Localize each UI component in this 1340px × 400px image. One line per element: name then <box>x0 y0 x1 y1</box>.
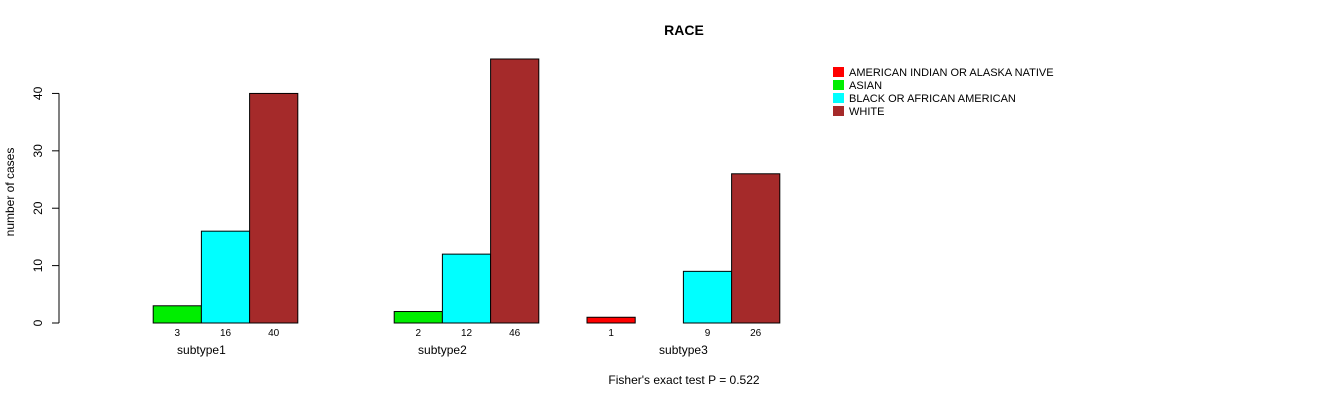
bar <box>682 270 733 324</box>
legend-swatch <box>833 67 844 77</box>
bar <box>731 173 781 324</box>
bar <box>152 305 202 324</box>
category-label: subtype1 <box>177 343 226 357</box>
bar-value-label: 16 <box>220 328 232 339</box>
legend-swatch <box>833 106 844 116</box>
bar <box>249 92 299 324</box>
fisher-test-footnote: Fisher's exact test P = 0.522 <box>608 373 759 387</box>
bar <box>200 230 251 324</box>
y-tick-label: 40 <box>31 86 45 100</box>
category-label: subtype2 <box>418 343 467 357</box>
bar <box>490 58 540 324</box>
legend-label: BLACK OR AFRICAN AMERICAN <box>849 93 1016 105</box>
y-tick-label: 30 <box>31 144 45 158</box>
legend-label: ASIAN <box>849 80 882 92</box>
y-axis: 0 10 20 30 40 <box>31 86 60 326</box>
y-axis-label: number of cases <box>3 148 17 237</box>
legend-swatch <box>833 93 844 103</box>
bar-value-label: 26 <box>750 328 762 339</box>
y-tick-label: 0 <box>31 319 45 326</box>
bar-value-label: 2 <box>416 328 422 339</box>
legend-label: WHITE <box>849 106 884 118</box>
bar-value-label: 9 <box>705 328 711 339</box>
legend: AMERICAN INDIAN OR ALASKA NATIVEASIANBLA… <box>833 67 1054 118</box>
y-tick-label: 10 <box>31 259 45 273</box>
category-label: subtype3 <box>659 343 708 357</box>
bars: 3 16 40 subtype1 2 12 46 subtype2 1 9 26 subtype3 <box>152 58 781 357</box>
legend-label: AMERICAN INDIAN OR ALASKA NATIVE <box>849 67 1054 79</box>
y-tick-label: 20 <box>31 201 45 215</box>
bar-value-label: 1 <box>608 328 614 339</box>
bar-value-label: 12 <box>461 328 473 339</box>
bar <box>393 311 443 324</box>
bar-value-label: 46 <box>509 328 521 339</box>
chart-title: RACE <box>664 22 704 38</box>
bar <box>441 253 492 324</box>
bar-value-label: 3 <box>175 328 181 339</box>
bar <box>586 316 636 324</box>
legend-swatch <box>833 80 844 90</box>
bar-value-label: 40 <box>268 328 280 339</box>
